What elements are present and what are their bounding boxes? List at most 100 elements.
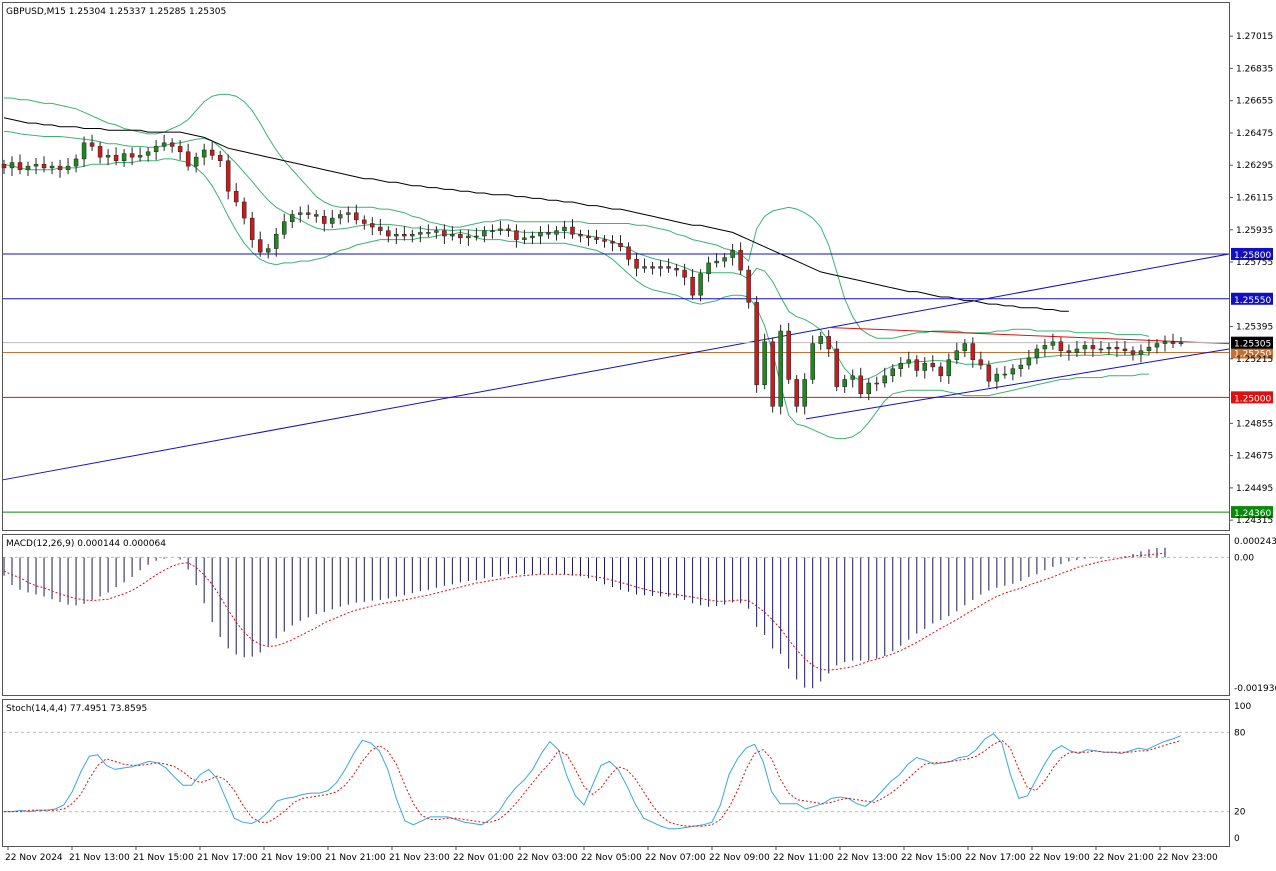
- candle-body: [330, 217, 335, 224]
- candle-body: [642, 266, 647, 269]
- candle-body: [562, 226, 567, 231]
- candle-body: [1042, 345, 1048, 350]
- price-axis-label: 1.24855: [1236, 419, 1273, 429]
- candle-body: [554, 230, 559, 235]
- candle-body: [241, 201, 247, 219]
- time-axis-label: 21 Nov 17:00: [197, 853, 258, 863]
- macd-panel-title: MACD(12,26,9) 0.000144 0.000064: [6, 539, 166, 549]
- candle-body: [402, 233, 407, 237]
- candle-body: [914, 359, 920, 371]
- candle-body: [225, 160, 231, 192]
- candle-body: [233, 190, 239, 203]
- candle-body: [674, 268, 679, 271]
- trendline: [2, 253, 1230, 481]
- macd-axis-label: -0.001936: [1234, 684, 1276, 694]
- candle-body: [610, 241, 615, 244]
- candle-body: [962, 343, 968, 351]
- candle-body: [586, 235, 591, 239]
- macd-panel[interactable]: [3, 547, 1229, 689]
- candle-body: [1010, 368, 1016, 375]
- candle-body: [690, 277, 695, 296]
- candle-body: [634, 259, 639, 269]
- candle-body: [265, 248, 271, 253]
- level-price-tag: [1231, 506, 1273, 519]
- candle-body: [970, 343, 976, 360]
- candle-body: [169, 142, 175, 147]
- price-axis-label: 1.25215: [1236, 355, 1273, 365]
- price-panel-title: GBPUSD,M15 1.25304 1.25337 1.25285 1.253…: [6, 7, 226, 17]
- price-panel-frame: [2, 2, 1230, 531]
- candle-body: [161, 142, 167, 147]
- candle-body: [626, 246, 631, 260]
- candle-body: [1154, 343, 1160, 348]
- price-axis-label: 1.24495: [1236, 484, 1273, 494]
- candle-body: [930, 363, 936, 368]
- time-axis-label: 22 Nov 19:00: [1029, 853, 1090, 863]
- candle-body: [874, 382, 879, 385]
- time-axis-label: 22 Nov 15:00: [901, 853, 962, 863]
- candle-body: [1018, 364, 1024, 369]
- candle-body: [850, 375, 855, 380]
- candle-body: [442, 230, 447, 237]
- price-axis-label: 1.24675: [1236, 452, 1273, 462]
- candle-body: [1170, 341, 1176, 344]
- candle-body: [1066, 350, 1072, 353]
- level-price-label: 1.25250: [1234, 350, 1271, 360]
- time-axis-label: 22 Nov 13:00: [837, 853, 898, 863]
- candle-body: [818, 336, 823, 344]
- level-price-label: 1.25000: [1234, 394, 1271, 404]
- candle-body: [714, 260, 719, 264]
- candle-body: [506, 228, 511, 231]
- candle-body: [594, 237, 599, 240]
- candle-body: [410, 233, 415, 237]
- candle-body: [498, 228, 503, 231]
- candle-body: [193, 156, 199, 167]
- candle-body: [418, 232, 423, 235]
- time-axis-label: 22 Nov 09:00: [709, 853, 770, 863]
- candle-body: [1106, 346, 1112, 350]
- candle-body: [618, 242, 623, 248]
- time-axis-label: 21 Nov 13:00: [69, 853, 130, 863]
- time-axis-label: 22 Nov 07:00: [645, 853, 706, 863]
- candle-body: [602, 239, 607, 242]
- candle-body: [209, 149, 215, 156]
- candle-body: [1026, 357, 1032, 366]
- stoch-axis-label: 0: [1234, 834, 1240, 844]
- candle-body: [273, 233, 279, 249]
- price-axis-label: 1.25395: [1236, 323, 1273, 333]
- candle-body: [129, 153, 135, 158]
- candle-body: [1114, 346, 1120, 350]
- candle-body: [1138, 350, 1144, 355]
- candle-body: [658, 266, 663, 269]
- price-axis-label: 1.25755: [1236, 258, 1273, 268]
- level-price-label: 1.24360: [1234, 509, 1271, 519]
- stoch-panel[interactable]: [3, 731, 1229, 830]
- stoch-axis-label: 20: [1234, 808, 1246, 818]
- candle-body: [9, 162, 15, 169]
- price-panel[interactable]: 1.25800 1.25550 1.25250 1.25000 1.24360 1.253…: [1, 93, 1273, 519]
- level-price-tag: [1231, 247, 1273, 260]
- candle-body: [570, 226, 575, 235]
- candle-body: [1, 164, 7, 169]
- price-axis-label: 1.24315: [1236, 516, 1273, 526]
- candle-body: [65, 165, 71, 170]
- candle-body: [490, 230, 495, 232]
- candle-body: [946, 359, 952, 377]
- candle-body: [954, 350, 960, 360]
- candle-body: [73, 158, 79, 167]
- candle-body: [1082, 345, 1088, 350]
- stoch-signal-line: [4, 739, 1182, 827]
- current-price-tag: [1231, 336, 1273, 349]
- candle-body: [730, 250, 735, 258]
- time-axis-label: 22 Nov 05:00: [581, 853, 642, 863]
- candle-body: [434, 230, 439, 233]
- candle-body: [882, 375, 887, 384]
- candle-body: [522, 237, 527, 240]
- time-axis-label: 21 Nov 21:00: [325, 853, 386, 863]
- candle-body: [121, 153, 127, 161]
- trendline: [805, 348, 1230, 420]
- candle-body: [185, 151, 191, 167]
- candle-body: [25, 165, 31, 170]
- candle-body: [105, 155, 111, 158]
